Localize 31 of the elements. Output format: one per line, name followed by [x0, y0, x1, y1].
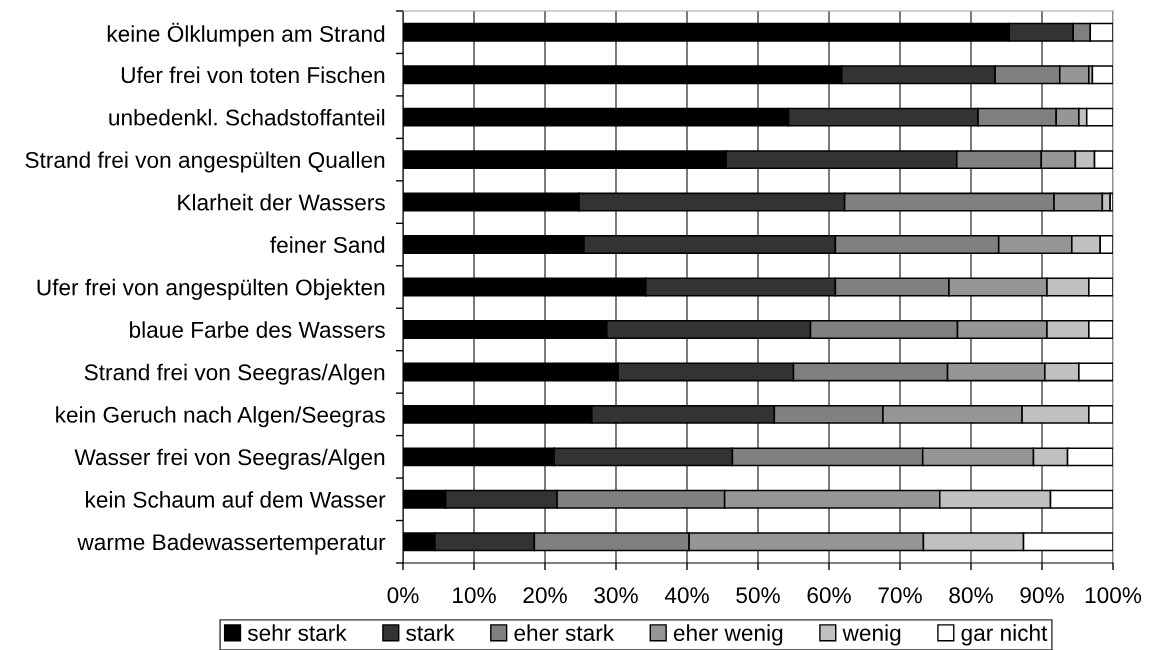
y-tick-label: blaue Farbe des Wassers	[130, 321, 385, 338]
x-tick-label: 60%	[807, 587, 851, 604]
x-tick-label: 50%	[736, 587, 780, 604]
y-tick-label: warme Badewassertemperatur	[77, 533, 386, 555]
y-tick-label: kein Schaum auf dem Wasser	[86, 491, 386, 508]
x-tick-label: 40%	[664, 587, 709, 604]
x-tick-label: 30%	[594, 587, 638, 604]
x-tick-label: 70%	[878, 587, 922, 604]
x-tick-label: 90%	[1020, 587, 1064, 604]
x-tick-label: 20%	[523, 587, 567, 604]
y-tick-label: Ufer frei von toten Fischen	[121, 66, 385, 84]
legend-label: eher wenig	[673, 624, 783, 646]
x-tick-label: 10%	[453, 587, 496, 604]
x-tick-label: 100%	[1085, 587, 1142, 604]
bar	[1091, 65, 1113, 85]
legend-label: sehr stark	[247, 624, 347, 641]
y-tick-label: kein Geruch nach Algen/Seegras	[56, 406, 385, 428]
legend-label: stark	[406, 624, 455, 641]
y-tick-label: keine Ölklumpen am Strand	[107, 22, 385, 47]
y-tick-label: unbedenkl. Schadstoffanteil	[109, 108, 385, 126]
y-tick-label: Strand frei von Seegras/Algen	[84, 363, 385, 385]
y-tick-label: Klarheit der Wassers	[178, 193, 385, 211]
y-tick-label: Ufer frei von angespülten Objekten	[37, 278, 385, 300]
legend-label: wenig	[842, 624, 901, 646]
y-tick-label: Wasser frei von Seegras/Algen	[74, 448, 385, 470]
legend-label: eher stark	[514, 624, 615, 641]
legend-label: gar nicht	[961, 624, 1048, 646]
x-tick-label: 0%	[387, 587, 419, 604]
x-tick-label: 80%	[949, 587, 993, 604]
y-tick-label: Strand frei von angespülten Quallen	[25, 151, 385, 173]
y-tick-label: feiner Sand	[270, 236, 385, 253]
